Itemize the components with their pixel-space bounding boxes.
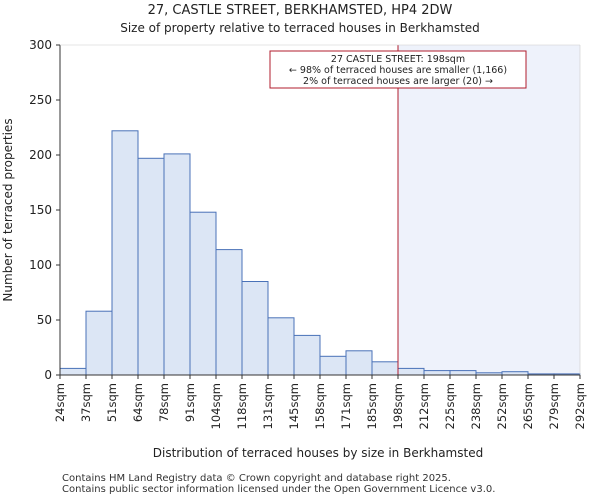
x-tick-label-64sqm: 64sqm — [131, 383, 145, 422]
bars-group — [59, 130, 581, 376]
bar-145sqm — [293, 334, 321, 376]
y-tick-label-300: 300 — [29, 38, 52, 52]
annotation-line-2: ← 98% of terraced houses are smaller (1,… — [289, 65, 507, 76]
x-tick-label-24sqm: 24sqm — [53, 383, 67, 422]
bar-118sqm — [241, 281, 269, 376]
footer: Contains HM Land Registry data © Crown c… — [62, 473, 495, 495]
annotation-line-3: 2% of terraced houses are larger (20) → — [303, 76, 493, 87]
bar-198sqm — [397, 367, 425, 376]
bar-212sqm — [423, 370, 451, 376]
x-tick-label-131sqm: 131sqm — [261, 383, 275, 429]
bar-91sqm — [189, 211, 217, 376]
x-tick-label-51sqm: 51sqm — [105, 383, 119, 422]
x-tick-label-279sqm: 279sqm — [547, 383, 561, 429]
bar-185sqm — [371, 361, 399, 376]
x-tick-label-37sqm: 37sqm — [79, 383, 93, 422]
bar-37sqm — [85, 310, 113, 376]
x-tick-label-265sqm: 265sqm — [521, 383, 535, 429]
x-tick-label-171sqm: 171sqm — [339, 383, 353, 429]
highlight-region — [398, 45, 580, 375]
footer-line-1: Contains HM Land Registry data © Crown c… — [62, 473, 451, 484]
y-tick-label-0: 0 — [44, 368, 52, 382]
x-tick-label-198sqm: 198sqm — [391, 383, 405, 429]
x-tick-label-145sqm: 145sqm — [287, 383, 301, 429]
y-tick-label-250: 250 — [29, 93, 52, 107]
y-tick-label-150: 150 — [29, 203, 52, 217]
x-tick-label-185sqm: 185sqm — [365, 383, 379, 429]
x-tick-label-225sqm: 225sqm — [443, 383, 457, 429]
bar-51sqm — [111, 130, 139, 376]
y-tick-label-50: 50 — [37, 313, 52, 327]
y-tick-label-100: 100 — [29, 258, 52, 272]
bar-78sqm — [163, 153, 191, 376]
footer-line-2: Contains public sector information licen… — [62, 484, 496, 495]
chart-subtitle: Size of property relative to terraced ho… — [120, 21, 480, 35]
y-tick-label-200: 200 — [29, 148, 52, 162]
x-tick-label-292sqm: 292sqm — [573, 383, 587, 429]
y-ticks-group: 0 50 100 150 200 250 300 — [29, 38, 60, 382]
bar-131sqm — [267, 317, 295, 376]
x-tick-label-118sqm: 118sqm — [235, 383, 249, 429]
bar-104sqm — [215, 249, 243, 376]
x-tick-label-91sqm: 91sqm — [183, 383, 197, 422]
x-ticks-group: 24sqm 37sqm 51sqm 64sqm 78sqm 91sqm 104sqm 118s… — [53, 375, 587, 429]
chart-title: 27, CASTLE STREET, BERKHAMSTED, HP4 2DW — [148, 3, 453, 18]
x-axis-label: Distribution of terraced houses by size … — [153, 446, 483, 460]
x-tick-label-104sqm: 104sqm — [209, 383, 223, 429]
x-tick-label-212sqm: 212sqm — [417, 383, 431, 429]
bar-24sqm — [59, 367, 87, 376]
x-tick-label-252sqm: 252sqm — [495, 383, 509, 429]
x-tick-label-238sqm: 238sqm — [469, 383, 483, 429]
y-axis-label: Number of terraced properties — [1, 118, 15, 301]
bar-171sqm — [345, 350, 373, 376]
annotation-line-1: 27 CASTLE STREET: 198sqm — [331, 54, 465, 65]
bar-158sqm — [319, 355, 347, 376]
annotation-rect — [269, 50, 527, 89]
bar-225sqm — [449, 370, 477, 376]
x-tick-label-158sqm: 158sqm — [313, 383, 327, 429]
x-tick-label-78sqm: 78sqm — [157, 383, 171, 422]
annotation-box: 27 CASTLE STREET: 198sqm ← 98% of terrac… — [269, 50, 527, 89]
bar-64sqm — [137, 157, 165, 376]
